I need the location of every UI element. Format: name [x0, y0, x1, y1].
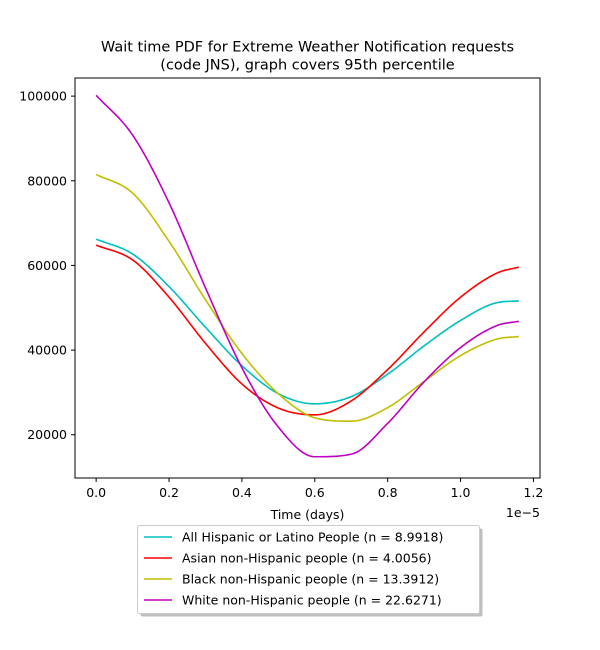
x-tick-label: 0.0	[86, 485, 106, 500]
y-axis: 20000 40000 60000 80000 100000	[19, 89, 75, 442]
x-tick-label: 0.4	[232, 485, 252, 500]
plot-frame	[74, 77, 541, 479]
legend-label-3: Black non-Hispanic people (n = 13.3912)	[182, 572, 439, 587]
legend-label-4: White non-Hispanic people (n = 22.6271)	[182, 593, 442, 608]
chart-title-line-1: Wait time PDF for Extreme Weather Notifi…	[101, 40, 514, 56]
legend-entries: All Hispanic or Latino People (n = 8.991…	[144, 530, 443, 608]
chart-title-line-2: (code JNS), graph covers 95th percentile	[160, 58, 454, 74]
series-line-4	[95, 94, 520, 458]
y-tick-label: 20000	[27, 427, 67, 442]
x-axis-label: Time (days)	[270, 507, 345, 522]
series-line-1	[95, 238, 519, 405]
y-tick-label: 80000	[27, 173, 67, 188]
legend-label-1: All Hispanic or Latino People (n = 8.991…	[182, 530, 443, 545]
x-tick-label: 0.2	[159, 485, 179, 500]
series-line-2	[95, 244, 520, 416]
legend-label-2: Asian non-Hispanic people (n = 4.0056)	[182, 551, 432, 566]
x-tick-label: 0.8	[378, 485, 398, 500]
x-axis-offset-label: 1e−5	[506, 505, 540, 520]
series-line-3	[95, 173, 519, 422]
x-tick-label: 1.0	[451, 485, 471, 500]
x-tick-label: 0.6	[305, 485, 325, 500]
series-layer	[95, 94, 520, 458]
x-axis: 0.0 0.2 0.4 0.6 0.8 1.0 1.2	[86, 478, 543, 500]
y-tick-label: 100000	[19, 89, 67, 104]
legend-box	[137, 525, 480, 614]
legend: All Hispanic or Latino People (n = 8.991…	[137, 525, 483, 617]
y-tick-label: 60000	[27, 258, 67, 273]
x-tick-label: 1.2	[523, 485, 543, 500]
y-tick-label: 40000	[27, 343, 67, 358]
